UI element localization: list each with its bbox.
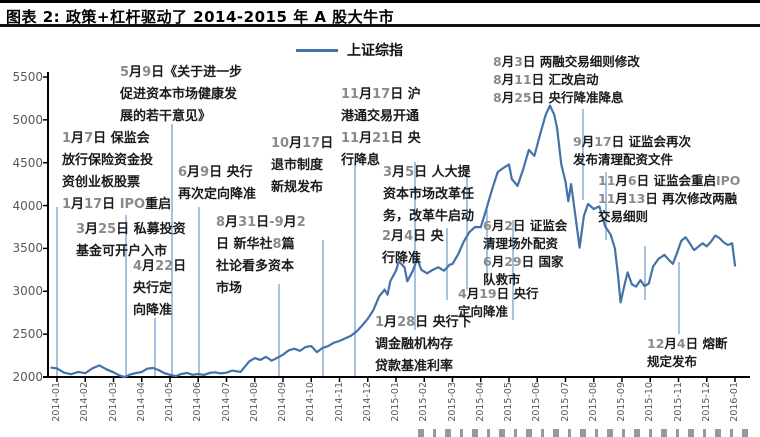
x-axis-label: 2014-10	[305, 382, 317, 422]
x-axis-label: 2014-05	[164, 382, 175, 422]
legend-label: 上证综指	[347, 43, 403, 59]
event-annotation-dec4-2015: 12月4日 熔断 规定发布	[647, 336, 728, 369]
event-annotation-oct17-2014: 10月17日 退市制度 新规发布	[271, 136, 334, 195]
y-axis-label: 5500	[12, 70, 43, 84]
event-annotation-apr19-2015: 4月19日 央行 定向降准	[458, 286, 539, 319]
x-axis-label: 2016-01	[729, 382, 740, 422]
x-axis-label: 2014-08	[248, 382, 260, 422]
x-axis-label: 2014-03	[107, 382, 119, 422]
event-annotation-jan28-2015: 1月28日 央行下 调金融机构存 贷款基准利率	[375, 315, 472, 374]
event-annotation-jan-2014: 1月7日 保监会 放行保险资金投 资创业板股票 1月17日 IPO重启	[62, 131, 172, 212]
event-annotation-mar25-2014: 3月25日 私募投资 基金可开户入市	[76, 222, 186, 259]
y-axis-label: 3500	[12, 241, 43, 256]
event-annotation-apr22-2014: 4月22日 央行定 向降准	[133, 259, 187, 318]
event-annotation-jun9-2014: 6月9日 央行 再次定向降准	[178, 165, 257, 202]
event-annotation-sep17-2015: 9月17日 证监会再次 发布清理配资文件	[573, 134, 691, 167]
y-axis-label: 3000	[12, 284, 43, 299]
x-axis-label: 2014-06	[192, 382, 204, 422]
x-axis-label: 2015-02	[418, 382, 430, 422]
price-line-shanghai-composite	[50, 104, 737, 379]
x-axis-label: 2015-06	[531, 382, 543, 422]
event-annotation-nov-2014: 11月17日 沪港通交易开通 11月21日 央行降息	[341, 87, 421, 168]
legend: 上证综指	[296, 40, 403, 60]
x-axis-label: 2015-11	[672, 382, 684, 422]
x-axis-label: 2015-07	[559, 382, 571, 422]
event-annotation-nov-2015: 11月6日 证监会重启IPO 11月13日 再次修改两融 交易细则	[598, 173, 741, 224]
x-axis-label: 2015-03	[446, 382, 458, 422]
x-axis-label: 2015-04	[474, 382, 486, 422]
x-axis-label: 2015-10	[644, 382, 656, 422]
x-axis-label: 2015-08	[587, 382, 599, 422]
x-axis-label: 2015-05	[503, 382, 514, 422]
event-annotation-may9-2014: 5月9日《关于进一步 促进资本市场健康发 展的若干意见》	[120, 65, 243, 124]
event-annotation-aug31-2014: 8月31日-9月2 日 新华社8篇 社论看多资本 市场	[216, 215, 306, 296]
event-annotation-mar5-2015: 3月5日 人大提 资本市场改革任 务，改革牛启动	[383, 165, 475, 224]
x-axis-label: 2014-11	[333, 382, 345, 422]
figure-title: 图表 2: 政策+杠杆驱动了 2014-2015 年 A 股大牛市	[6, 8, 395, 26]
x-axis-label: 2014-02	[79, 382, 91, 422]
x-axis-label: 2015-09	[616, 382, 627, 422]
x-axis-label: 2014-09	[277, 382, 288, 422]
cropped-source-text	[418, 429, 756, 437]
legend-line-marker	[296, 48, 338, 52]
y-axis-label: 2000	[12, 370, 43, 384]
event-annotation-aug-2015: 8月3日 两融交易细则修改 8月11日 汇改启动 8月25日 央行降准降息	[493, 54, 640, 105]
event-annotation-feb4-2015: 2月4日 央行降准	[382, 229, 444, 266]
y-axis-label: 4000	[12, 198, 43, 213]
x-axis-label: 2014-01	[51, 382, 62, 422]
y-axis-label: 2500	[12, 327, 43, 342]
x-axis-label: 2014-07	[220, 382, 232, 422]
x-axis-label: 2015-12	[700, 382, 712, 422]
x-axis-label: 2015-01	[390, 382, 401, 422]
event-annotation-jun-2015: 6月2日 证监会 清理场外配资 6月29日 国家 队救市	[483, 218, 568, 287]
y-axis-label: 5000	[12, 112, 43, 127]
figure-title-bar: 图表 2: 政策+杠杆驱动了 2014-2015 年 A 股大牛市	[0, 0, 760, 27]
x-axis-label: 2014-04	[135, 382, 147, 422]
x-axis-label: 2014-12	[361, 382, 373, 422]
y-axis-label: 4500	[12, 155, 43, 170]
